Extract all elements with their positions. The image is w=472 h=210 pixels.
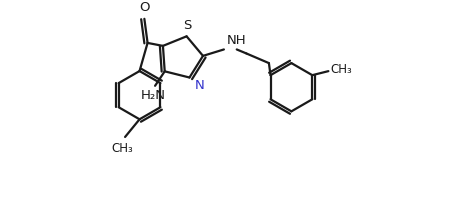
Text: CH₃: CH₃ bbox=[111, 142, 133, 155]
Text: CH₃: CH₃ bbox=[330, 63, 352, 76]
Text: NH: NH bbox=[226, 34, 246, 47]
Text: S: S bbox=[183, 18, 192, 32]
Text: H₂N: H₂N bbox=[141, 89, 166, 102]
Text: O: O bbox=[139, 1, 150, 14]
Text: N: N bbox=[194, 79, 204, 92]
